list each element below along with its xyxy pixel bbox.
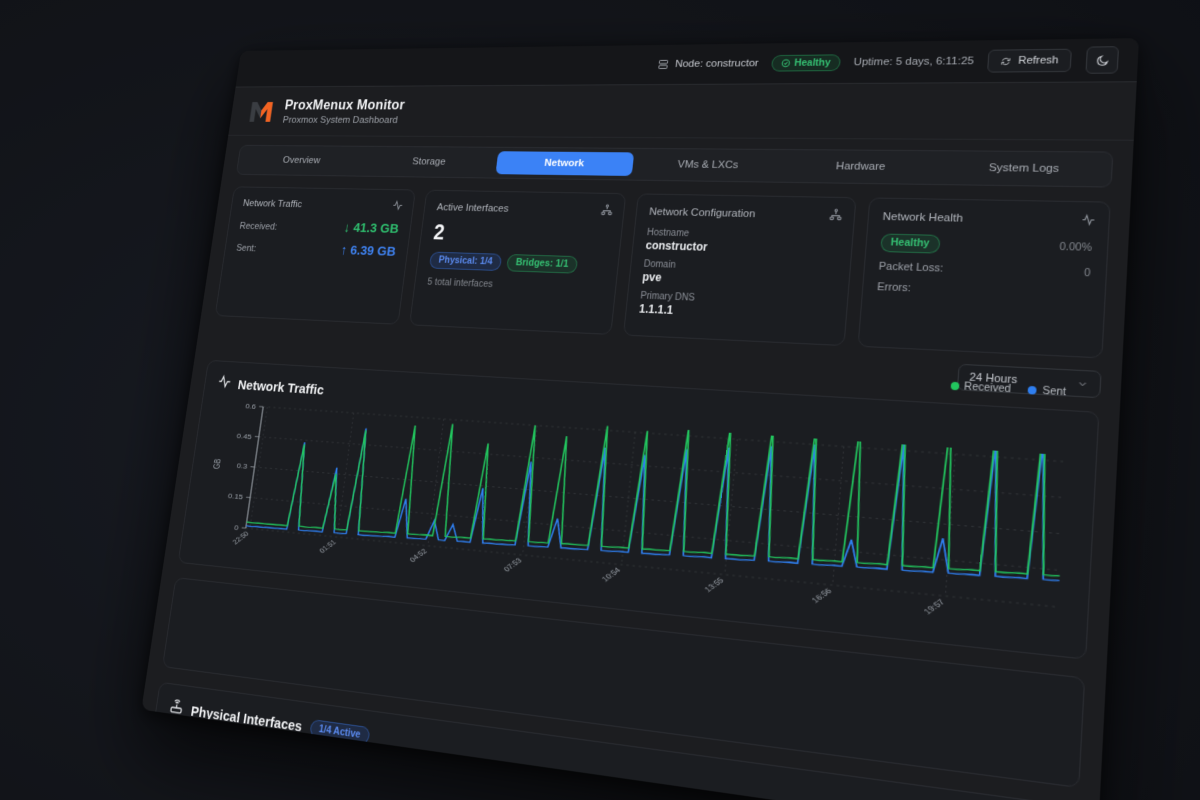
sent-value: ↑ 6.39 GB (340, 243, 397, 260)
tab-storage[interactable]: Storage (411, 156, 447, 168)
card-network-traffic: Network Traffic Received: ↓ 41.3 GB Sent… (214, 186, 417, 325)
network-icon (828, 208, 842, 226)
activity-icon (391, 200, 404, 216)
received-row: Received: ↓ 41.3 GB (238, 218, 400, 236)
uptime-text: Uptime: 5 days, 6:11:25 (853, 55, 975, 69)
packet-loss-row: Packet Loss: 0 (878, 260, 1090, 279)
svg-text:0.15: 0.15 (228, 492, 244, 501)
activity-icon (216, 374, 232, 394)
card-title: Network Health (882, 211, 964, 225)
interface-badges: Physical: 1/4 Bridges: 1/1 (429, 251, 605, 275)
legend-received-label: Received (963, 380, 1012, 396)
sent-label: Sent: (235, 243, 257, 254)
proxmenux-logo (249, 102, 273, 122)
card-title: Network Traffic (242, 198, 303, 210)
card-title: Network Configuration (648, 206, 756, 220)
refresh-label: Refresh (1017, 54, 1059, 67)
check-circle-icon (781, 59, 791, 68)
status-badge: Healthy (770, 54, 841, 72)
badge-physical: Physical: 1/4 (429, 251, 503, 271)
card-active-interfaces: Active Interfaces 2 Physical: 1/4 Bridge… (409, 189, 626, 335)
received-value: ↓ 41.3 GB (343, 220, 400, 236)
chevron-down-icon (1076, 378, 1089, 390)
chart-title: Network Traffic (236, 377, 325, 398)
network-icon (600, 204, 613, 221)
physical-interfaces-active-badge: 1/4 Active (309, 718, 371, 746)
chart-plot-area[interactable]: 0 0.15 0.3 0.45 0.6 22:50 01:51 04:52 07:53 10:54… (192, 398, 1078, 645)
svg-text:0.45: 0.45 (236, 432, 252, 441)
tab-network[interactable]: Network (495, 151, 635, 176)
sent-arrow: ↑ (339, 242, 348, 258)
page-title: ProxMenux Monitor (283, 98, 406, 113)
sent-amount: 6.39 GB (349, 243, 397, 260)
legend-sent-dot (1027, 385, 1038, 395)
svg-text:07:53: 07:53 (502, 556, 524, 573)
svg-text:0.3: 0.3 (236, 462, 248, 470)
health-status-badge: Healthy (879, 233, 941, 254)
interface-name: enp3s0 (193, 748, 230, 769)
health-status-row: Healthy 0.00% (879, 233, 1093, 257)
network-traffic-chart-card: Received Sent Network Traffic 0 0.15 0.3 0.… (177, 359, 1100, 760)
svg-text:13:55: 13:55 (702, 576, 725, 594)
interface-type-badge: Physical (235, 753, 290, 780)
page-subtitle: Proxmox System Dashboard (282, 115, 399, 126)
svg-text:GB: GB (212, 458, 223, 469)
sent-row: Sent: ↑ 6.39 GB (235, 240, 397, 260)
packet-loss-value: 0.00% (1059, 240, 1093, 254)
refresh-button[interactable]: Refresh (987, 48, 1072, 73)
card-network-health: Network Health Healthy 0.00% Packet Loss… (857, 197, 1111, 359)
tab-system-logs[interactable]: System Logs (988, 162, 1060, 175)
router-icon (168, 698, 184, 721)
legend-received-dot (950, 381, 960, 391)
node-label: Node: constructor (674, 58, 759, 70)
card-title: Active Interfaces (436, 202, 510, 215)
theme-toggle-button[interactable] (1085, 46, 1120, 74)
errors-label: Errors: (876, 280, 912, 294)
errors-value: 0 (1083, 266, 1091, 279)
tab-vms-lxcs[interactable]: VMs & LXCs (677, 159, 739, 171)
svg-text:01:51: 01:51 (318, 538, 338, 555)
received-label: Received: (238, 221, 278, 233)
svg-text:22:50: 22:50 (231, 530, 250, 546)
status-badge-label: Healthy (793, 56, 832, 69)
legend-sent-label: Sent (1041, 384, 1067, 399)
legend-received: Received (950, 380, 1012, 396)
moon-icon (1095, 54, 1110, 67)
refresh-icon (1000, 56, 1012, 67)
svg-text:04:52: 04:52 (408, 547, 429, 564)
tab-overview[interactable]: Overview (282, 155, 321, 166)
svg-text:0.6: 0.6 (245, 402, 257, 410)
server-icon (657, 59, 669, 70)
active-interfaces-count: 2 (432, 220, 446, 244)
network-traffic-svg: 0 0.15 0.3 0.45 0.6 22:50 01:51 04:52 07:53 10:54… (212, 398, 1078, 616)
top-status-bar: Node: constructor Healthy Uptime: 5 days… (235, 38, 1139, 88)
wifi-icon (173, 743, 188, 764)
activity-icon (1081, 213, 1096, 231)
svg-text:16:56: 16:56 (809, 586, 833, 605)
tab-hardware[interactable]: Hardware (835, 160, 886, 173)
physical-interfaces-title: Physical Interfaces (189, 702, 304, 735)
dashboard-window: Node: constructor Healthy Uptime: 5 days… (141, 38, 1139, 800)
card-network-configuration: Network Configuration Hostname construct… (622, 193, 857, 347)
svg-text:19:57: 19:57 (921, 597, 946, 616)
packet-loss-label: Packet Loss: (878, 260, 944, 275)
badge-bridges: Bridges: 1/1 (506, 254, 579, 274)
legend-sent: Sent (1027, 384, 1067, 399)
app-header: ProxMenux Monitor Proxmox System Dashboa… (228, 82, 1137, 141)
received-arrow: ↓ (342, 220, 352, 236)
errors-row: Errors: (877, 281, 1090, 301)
total-interfaces-text: 5 total interfaces (426, 276, 494, 290)
node-indicator: Node: constructor (657, 58, 759, 70)
svg-text:10:54: 10:54 (600, 566, 623, 584)
received-amount: 41.3 GB (352, 220, 400, 237)
app-title-group: ProxMenux Monitor Proxmox System Dashboa… (282, 98, 406, 125)
svg-text:0: 0 (234, 524, 240, 532)
